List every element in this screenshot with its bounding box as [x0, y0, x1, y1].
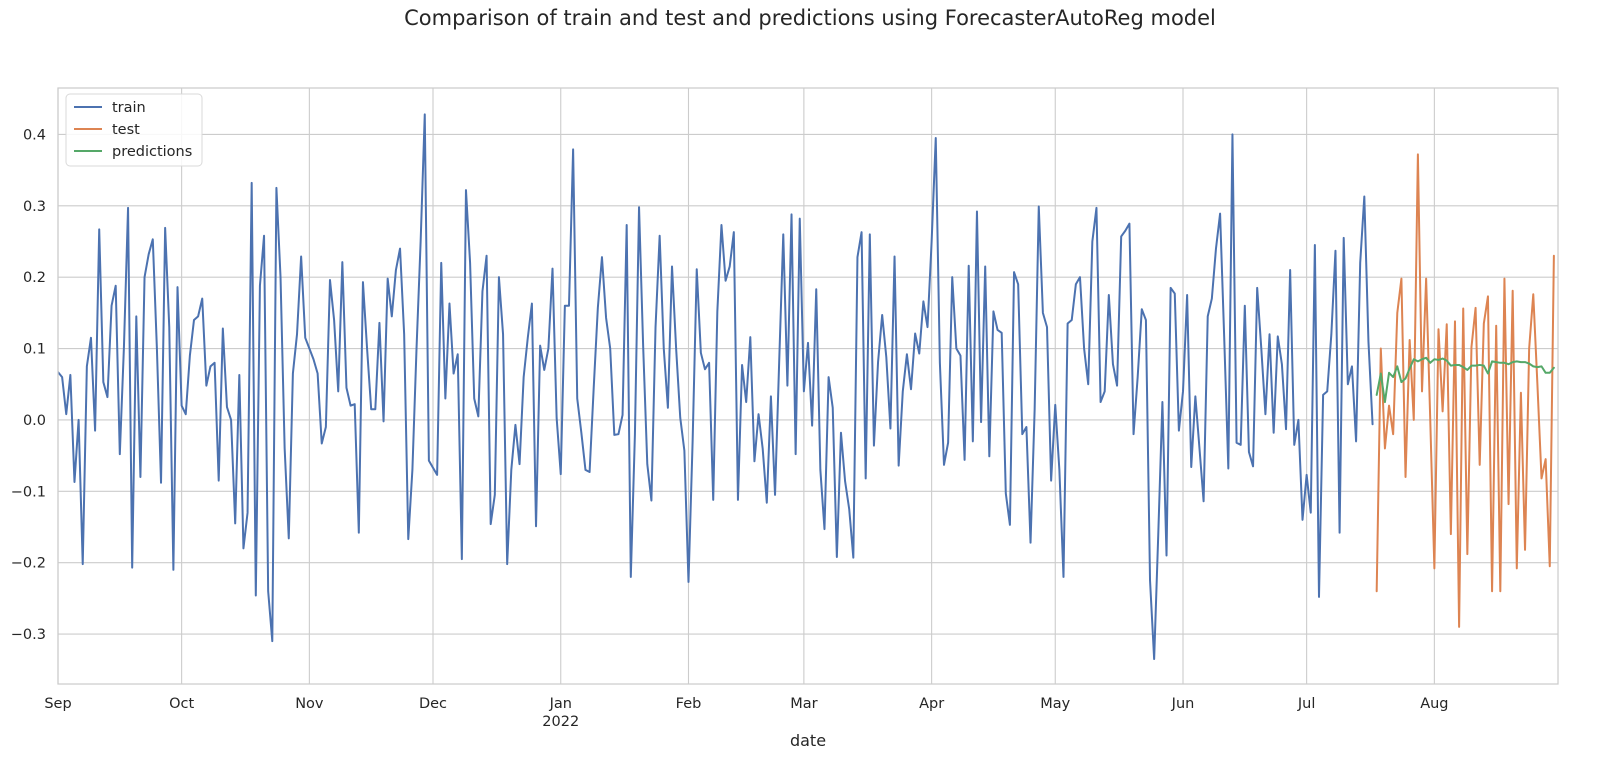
- y-tick-label: −0.1: [11, 484, 46, 500]
- x-tick-label: Jul: [1297, 696, 1316, 712]
- y-tick-label: 0.3: [23, 199, 46, 215]
- series-line-predictions: [1375, 356, 1555, 404]
- series-line-train: [58, 113, 1374, 661]
- legend-label-train: train: [112, 100, 146, 116]
- series-line-test: [1375, 153, 1555, 628]
- x-tick-label: Jun: [1171, 696, 1195, 712]
- legend: train test predictions: [65, 93, 203, 167]
- legend-label-test: test: [112, 122, 140, 138]
- x-tick-label: Feb: [676, 696, 702, 712]
- x-axis: Sep Oct Nov Dec Jan 2022 Feb Mar Apr May Jun Jul Aug: [44, 696, 1448, 730]
- y-tick-label: −0.2: [11, 556, 46, 572]
- x-tick-label: Jan: [549, 696, 572, 712]
- y-tick-label: 0.2: [23, 270, 46, 286]
- x-tick-label: Oct: [169, 696, 194, 712]
- x-tick-label: Dec: [419, 696, 447, 712]
- y-tick-label: 0.0: [23, 413, 46, 429]
- y-tick-label: 0.1: [23, 342, 46, 358]
- y-tick-label: 0.4: [23, 127, 46, 143]
- chart-title: Comparison of train and test and predict…: [404, 6, 1216, 30]
- x-tick-label: Sep: [44, 696, 71, 712]
- plot-area: [58, 88, 1558, 684]
- legend-label-predictions: predictions: [112, 144, 192, 160]
- x-tick-label: Mar: [790, 696, 817, 712]
- x-tick-label: Aug: [1420, 696, 1448, 712]
- legend-box: [65, 93, 203, 167]
- y-axis: −0.3 −0.2 −0.1 0.0 0.1 0.2 0.3 0.4: [11, 127, 46, 643]
- x-axis-title: date: [790, 731, 826, 750]
- x-tick-label: Nov: [295, 696, 324, 712]
- plot-frame: [57, 87, 1559, 685]
- x-tick-sublabel: 2022: [542, 714, 579, 730]
- y-tick-label: −0.3: [11, 627, 46, 643]
- x-tick-label: May: [1040, 696, 1070, 712]
- x-tick-label: Apr: [919, 696, 944, 712]
- series-layer: [58, 113, 1555, 661]
